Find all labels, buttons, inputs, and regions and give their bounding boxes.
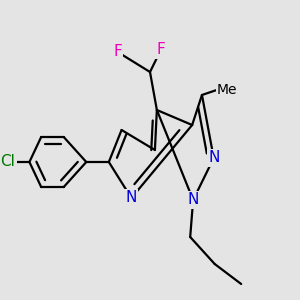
Text: Cl: Cl xyxy=(0,154,15,169)
Text: Me: Me xyxy=(217,83,237,97)
Text: N: N xyxy=(188,193,199,208)
Text: F: F xyxy=(156,43,165,58)
Text: N: N xyxy=(126,190,137,206)
Text: F: F xyxy=(113,44,122,59)
Text: N: N xyxy=(208,151,219,166)
